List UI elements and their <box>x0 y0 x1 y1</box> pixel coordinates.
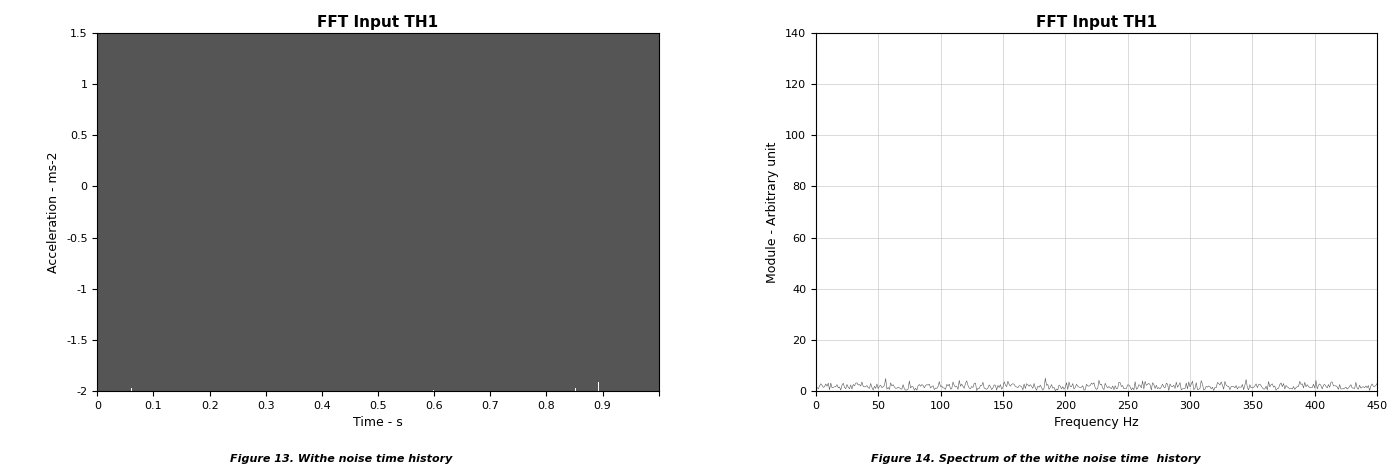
X-axis label: Frequency Hz: Frequency Hz <box>1054 416 1139 429</box>
Text: Figure 14. Spectrum of the withe noise time  history: Figure 14. Spectrum of the withe noise t… <box>872 454 1200 463</box>
Y-axis label: Module - Arbitrary unit: Module - Arbitrary unit <box>766 141 779 283</box>
Title: FFT Input TH1: FFT Input TH1 <box>317 16 438 31</box>
Title: FFT Input TH1: FFT Input TH1 <box>1036 16 1157 31</box>
Text: Figure 13. Withe noise time history: Figure 13. Withe noise time history <box>230 454 452 463</box>
X-axis label: Time - s: Time - s <box>353 416 403 429</box>
Y-axis label: Acceleration - ms-2: Acceleration - ms-2 <box>47 151 60 273</box>
